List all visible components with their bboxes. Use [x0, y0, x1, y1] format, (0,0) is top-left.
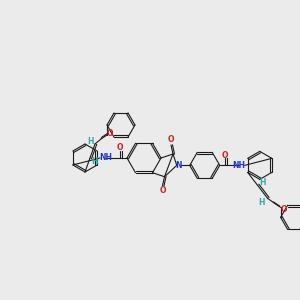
Text: N: N: [176, 161, 182, 170]
Text: H: H: [260, 178, 266, 187]
Text: O: O: [280, 205, 287, 214]
Text: O: O: [168, 136, 174, 145]
Text: O: O: [107, 128, 113, 137]
Text: H: H: [87, 136, 93, 146]
Text: NH: NH: [100, 154, 112, 163]
Text: H: H: [258, 198, 265, 207]
Text: O: O: [117, 142, 123, 152]
Text: NH: NH: [232, 161, 245, 170]
Text: H: H: [92, 157, 98, 166]
Text: O: O: [159, 186, 166, 195]
Text: O: O: [221, 151, 228, 160]
